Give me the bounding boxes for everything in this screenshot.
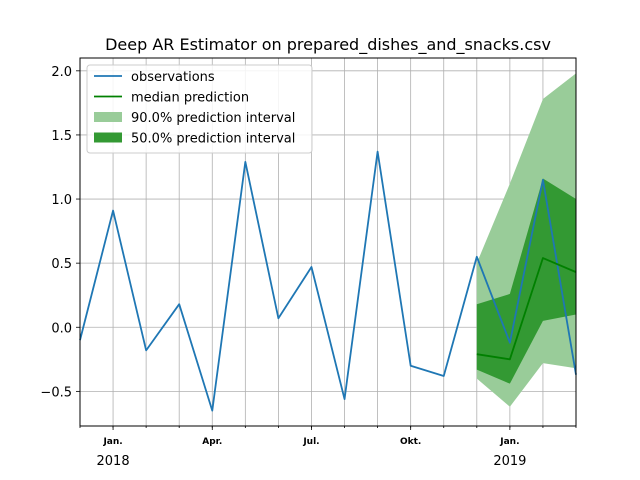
x-tick-label: Jan.	[102, 437, 122, 447]
plot-frame	[79, 57, 577, 427]
legend-label: 90.0% prediction interval	[131, 111, 295, 126]
y-tick-label: 0.0	[51, 321, 72, 336]
chart-title: Deep AR Estimator on prepared_dishes_and…	[105, 35, 551, 55]
legend-box	[86, 64, 313, 154]
median-prediction-line	[476, 257, 577, 361]
x-tick-label: Jul.	[302, 437, 319, 447]
y-tick-label: 1.0	[51, 193, 72, 208]
legend: observations median prediction 90.0% predi…	[86, 64, 313, 154]
observations-line	[79, 150, 577, 412]
legend-swatch	[94, 112, 122, 122]
series-lines	[79, 150, 577, 412]
x-tick-label: Okt.	[400, 437, 421, 447]
y-tick-label: −0.5	[40, 385, 72, 400]
legend-label: observations	[131, 70, 215, 85]
legend-label: median prediction	[131, 91, 249, 106]
year-label: 2018	[97, 454, 130, 469]
axes: 2.0 1.5 1.0 0.5 0.0 −0.5 Jan. Apr. Jul. Okt. Jan. 2…	[40, 65, 577, 469]
y-tick-label: 2.0	[51, 65, 72, 80]
year-label: 2019	[493, 454, 526, 469]
legend-label: 50.0% prediction interval	[131, 132, 295, 147]
x-tick-label: Jan.	[499, 437, 519, 447]
y-tick-label: 1.5	[51, 129, 72, 144]
x-tick-label: Apr.	[202, 437, 222, 447]
legend-swatch	[94, 132, 122, 143]
y-tick-label: 0.5	[51, 257, 72, 272]
